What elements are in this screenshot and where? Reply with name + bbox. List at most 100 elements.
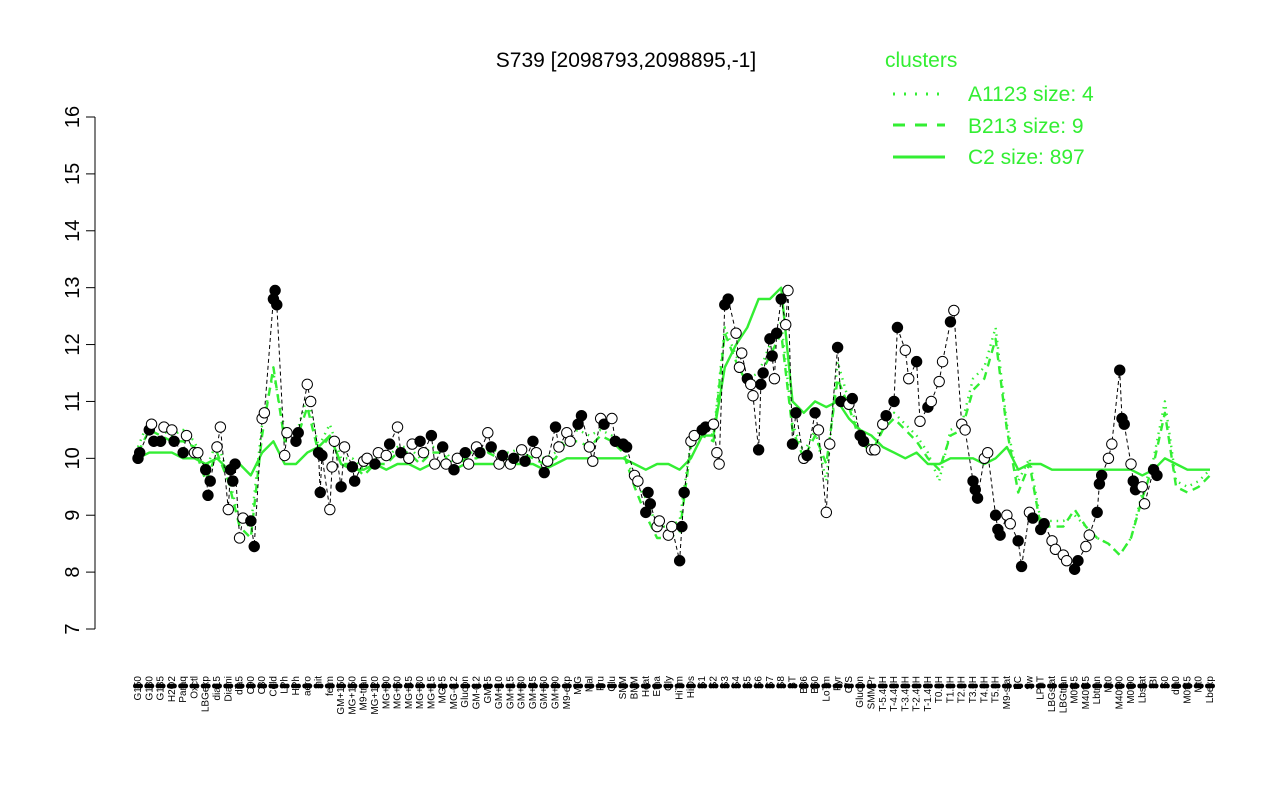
x-tick-label: Glucon	[855, 676, 866, 708]
data-point	[733, 361, 746, 374]
x-tick-marker	[375, 683, 380, 689]
x-tick-marker	[894, 683, 900, 689]
data-point	[653, 515, 666, 527]
data-point	[775, 293, 787, 305]
y-tick-label: 10	[62, 447, 84, 469]
data-point	[768, 372, 781, 385]
x-tick-label: M0t90	[1126, 676, 1137, 704]
x-tick-marker	[905, 683, 911, 689]
x-tick-label: Glucon	[460, 676, 471, 708]
data-point	[564, 435, 576, 447]
x-tick-label: M0t45	[1182, 676, 1193, 704]
data-point	[782, 284, 794, 297]
data-point	[133, 446, 146, 459]
x-tick-marker	[1165, 683, 1170, 689]
x-tick-label: dia0	[1171, 676, 1182, 695]
data-point	[1151, 469, 1163, 482]
data-point	[948, 304, 960, 317]
data-point	[451, 452, 464, 465]
x-axis: G150 G180 G135 H2O2 Paraq Oxctl LBGexp dia15 Dia…	[133, 675, 1216, 715]
data-point	[713, 458, 725, 470]
x-tick-marker	[454, 683, 459, 689]
data-point	[994, 529, 1006, 541]
x-tick-marker	[160, 683, 166, 689]
data-point	[982, 446, 994, 459]
x-tick-label: GM+90	[551, 676, 562, 710]
x-tick-marker	[939, 683, 945, 689]
x-tick-marker	[736, 683, 742, 689]
x-tick-label: T0.0H	[934, 676, 945, 703]
data-point	[269, 284, 281, 297]
x-tick-label: M0t45	[1070, 676, 1081, 704]
data-point	[1060, 555, 1073, 567]
data-point	[429, 458, 441, 470]
x-tick-marker	[860, 683, 866, 689]
x-tick-label: S3	[720, 676, 731, 689]
x-tick-marker	[1198, 683, 1204, 689]
data-point	[214, 421, 227, 433]
x-tick-marker	[578, 683, 584, 689]
x-tick-marker	[521, 683, 527, 689]
data-point	[391, 421, 404, 433]
data-point	[459, 446, 471, 459]
y-tick-label: 15	[62, 163, 84, 185]
x-tick-marker	[397, 683, 403, 689]
data-point	[346, 461, 359, 473]
x-tick-label: T4.0H	[979, 676, 990, 703]
data-point	[971, 492, 984, 504]
x-tick-label: M40t45	[1081, 676, 1092, 710]
x-tick-marker	[533, 683, 538, 689]
x-tick-label: T-3.40H	[900, 676, 911, 712]
x-tick-label: LoTm	[821, 676, 832, 702]
data-point	[292, 427, 304, 439]
x-tick-label: BMM	[630, 676, 641, 699]
data-point	[757, 367, 769, 379]
x-tick-marker	[251, 683, 256, 689]
x-tick-marker	[758, 683, 764, 689]
data-point	[857, 435, 870, 447]
data-point	[869, 444, 881, 456]
data-point	[462, 458, 475, 470]
series-line-solid	[137, 286, 1210, 477]
x-tick-marker	[770, 683, 775, 689]
x-tick-label: GM+5	[483, 676, 494, 704]
x-tick-label: GM-0.2	[472, 676, 483, 710]
x-tick-marker	[871, 683, 877, 689]
data-point	[229, 458, 241, 470]
data-point	[899, 344, 912, 356]
x-tick-label: MG+15	[426, 676, 437, 710]
x-tick-marker	[1007, 683, 1012, 689]
data-point	[936, 355, 949, 368]
x-tick-label: S8	[776, 676, 787, 689]
data-point	[755, 378, 767, 391]
x-tick-label: Oxctl	[189, 676, 200, 699]
x-tick-marker	[555, 683, 561, 689]
x-tick-marker	[1063, 683, 1069, 689]
x-tick-marker	[1210, 683, 1215, 689]
x-tick-label: S7	[765, 676, 776, 689]
data-point	[620, 441, 633, 453]
x-tick-label: LBGexp	[201, 676, 212, 713]
x-tick-marker	[409, 683, 414, 689]
data-point	[403, 452, 415, 465]
x-tick-label: GM+150	[336, 676, 347, 715]
data-point	[745, 378, 757, 391]
x-tick-label: BT	[787, 676, 798, 689]
data-point	[145, 418, 158, 430]
x-tick-label: Lbtran	[1092, 676, 1103, 704]
data-point	[326, 461, 338, 473]
chart-title: S739 [2098793,2098895,-1]	[496, 49, 756, 72]
x-tick-label: T-1.40H	[923, 676, 934, 712]
data-point	[736, 347, 748, 359]
data-point	[1038, 518, 1050, 530]
data-point	[482, 427, 494, 439]
data-point	[606, 412, 618, 425]
data-point	[1114, 364, 1126, 376]
data-point	[1118, 418, 1130, 430]
data-point	[812, 424, 825, 436]
legend-item-label: C2 size: 897	[968, 146, 1085, 169]
data-point	[914, 415, 926, 428]
x-tick-marker	[138, 683, 144, 689]
data-point	[192, 446, 204, 459]
x-tick-marker	[600, 683, 606, 689]
